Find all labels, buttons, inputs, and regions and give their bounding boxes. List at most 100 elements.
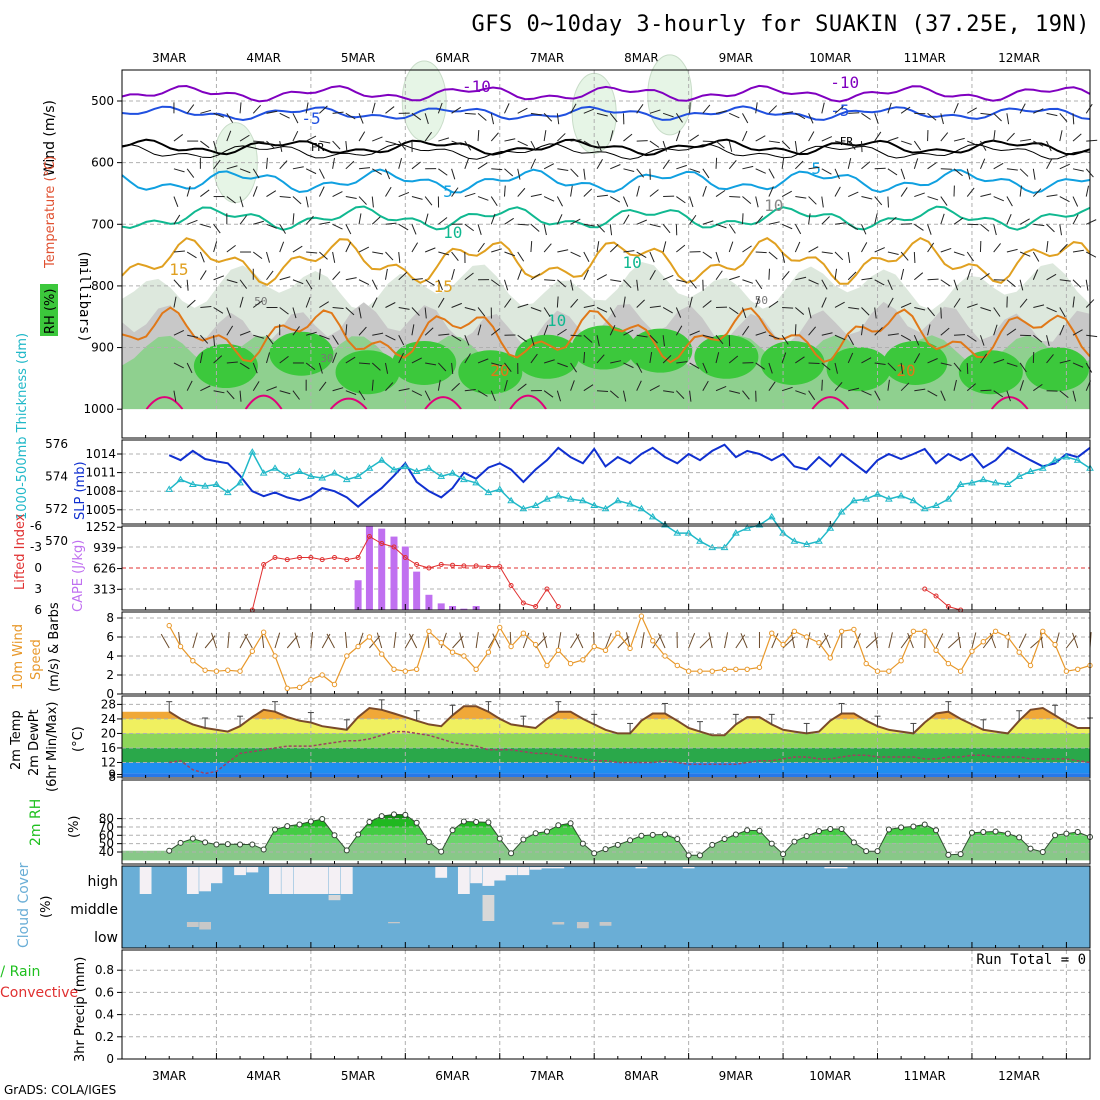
wind-barb — [279, 140, 283, 152]
wind-barb — [570, 139, 582, 142]
wind-barb-10m — [818, 634, 829, 649]
thickness-line — [168, 450, 1091, 549]
rh2m-tick-label: 60 — [99, 828, 114, 842]
wind-speed-marker — [910, 628, 917, 634]
thickness-marker — [531, 501, 540, 509]
precip-tick-label: 0.8 — [95, 963, 114, 977]
wind-speed-marker — [497, 624, 503, 631]
wind-barb — [556, 196, 563, 207]
wind-barb — [622, 296, 626, 308]
wind-barb — [292, 390, 300, 400]
wind-barb — [702, 185, 707, 197]
contour-label: -5 — [301, 109, 320, 128]
wind-barb — [927, 390, 938, 397]
wind-barb-10m — [192, 632, 198, 649]
wind-barb — [504, 251, 515, 257]
rh-moist-blob — [1024, 347, 1089, 392]
li-tick-label: 0 — [34, 561, 42, 575]
wind-barb — [398, 271, 408, 281]
wind-barb — [437, 102, 443, 114]
precip-tick-label: 0.2 — [95, 1030, 114, 1044]
wind-barb — [689, 214, 697, 225]
wind-barb — [623, 214, 630, 225]
wind-barb — [239, 168, 251, 174]
precip-tick-label: 0 — [106, 1052, 114, 1066]
cloud-cell-high — [552, 867, 565, 869]
wind-barb — [411, 324, 415, 336]
wind-barb — [451, 187, 459, 197]
wind-barb — [464, 192, 476, 198]
rh2m-marker — [945, 851, 952, 858]
wind-barb — [451, 269, 455, 280]
temperature-contour — [121, 105, 1090, 122]
wind-barb-10m — [735, 634, 746, 649]
wind-barb — [953, 137, 965, 142]
wind-speed-marker — [213, 668, 220, 674]
temp2m-tick-label: 28 — [101, 697, 116, 711]
wind-barb — [583, 269, 589, 280]
contour-label: 50 — [755, 294, 768, 307]
wind-barb — [517, 251, 525, 262]
contour-label: -10 — [462, 77, 491, 96]
lifted-index-marker — [497, 564, 503, 570]
rh2m-marker — [355, 831, 362, 838]
wind-barb — [795, 112, 806, 120]
rh2m-marker — [662, 831, 669, 838]
wind-barb — [200, 140, 210, 149]
day-label-top: 12MAR — [998, 51, 1040, 65]
wind-barb — [1085, 251, 1097, 258]
wind-speed-marker — [957, 668, 964, 674]
rh2m-marker — [460, 818, 467, 825]
wind-barb — [834, 381, 843, 392]
cape-bar — [390, 536, 398, 610]
wind-barb — [729, 275, 740, 281]
lifted-index-marker — [473, 563, 479, 569]
wind-barb — [609, 196, 621, 203]
contour-label: FR — [311, 141, 325, 154]
wind-speed-marker — [969, 648, 975, 654]
wind-barb — [900, 382, 910, 392]
cloud-cell-high — [517, 867, 530, 876]
wind-barb — [477, 242, 485, 253]
dewpoint2m-line — [169, 730, 1091, 775]
rh2m-marker — [780, 851, 787, 858]
wind-barb — [517, 303, 529, 308]
wind-barb — [1059, 163, 1070, 170]
li-tick-label: 6 — [34, 603, 42, 617]
lifted-index-marker — [414, 562, 420, 567]
wind-barb — [332, 140, 341, 150]
wind-barb — [239, 362, 250, 370]
lifted-index-marker — [366, 534, 372, 539]
wind-barb — [239, 134, 250, 142]
wind-barb — [451, 140, 463, 146]
wind-barb — [332, 334, 339, 345]
temp2m-frame — [121, 695, 1091, 779]
wind-barb — [900, 334, 911, 342]
wind-barb — [265, 157, 268, 169]
wind-barb — [200, 189, 210, 197]
wind-barb — [345, 356, 356, 364]
wind-barb — [966, 362, 969, 374]
temperature-contour-25 — [424, 396, 462, 410]
rh2m-marker — [189, 835, 196, 842]
thickness-marker — [259, 469, 268, 476]
wind-barb — [940, 213, 945, 225]
cloud-bg — [122, 866, 1090, 948]
wind-barb-10m — [617, 636, 630, 649]
rh2m-tick-label: 80 — [99, 812, 114, 826]
wind-barb-10m — [321, 633, 331, 649]
wind-barb — [623, 250, 635, 253]
cloud-level-low: low — [94, 930, 118, 946]
thickness-marker — [1026, 467, 1035, 475]
wind-barb — [1072, 279, 1082, 288]
wind-barb — [689, 390, 692, 402]
wind-barb — [398, 335, 405, 346]
wind-barb — [596, 354, 605, 364]
wind-barb-10m — [708, 632, 713, 649]
wind-speed-marker — [638, 613, 645, 619]
wind-barb — [292, 196, 302, 205]
wind-speed-marker — [237, 668, 243, 674]
wind-barb — [715, 110, 727, 114]
temperature-contour — [121, 236, 1091, 286]
wind-barb — [782, 111, 794, 114]
